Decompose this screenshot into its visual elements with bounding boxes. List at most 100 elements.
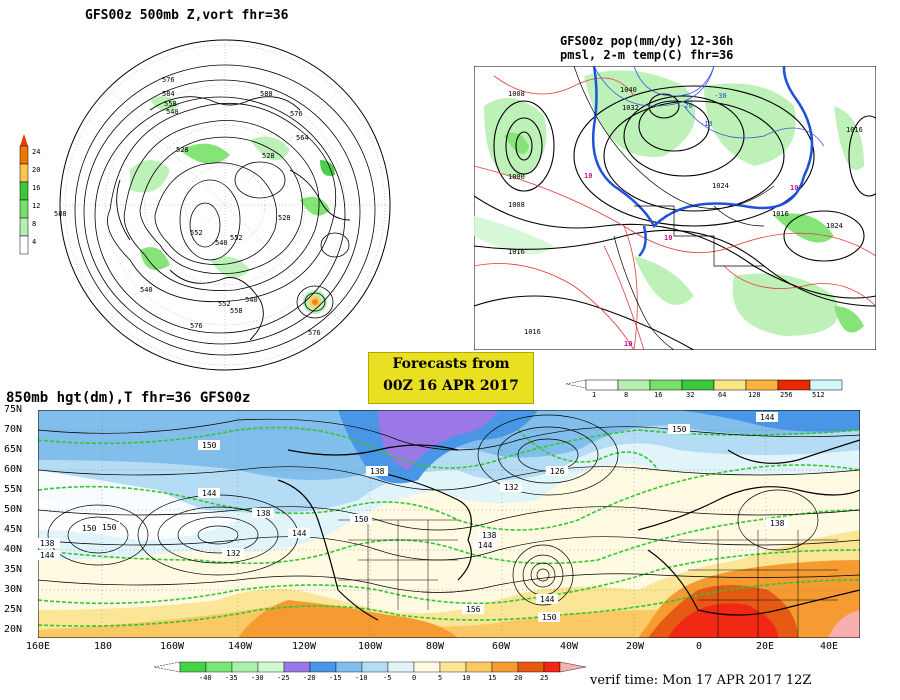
temp-label: 10: [584, 172, 592, 180]
temp-scale-label: 0: [412, 674, 417, 682]
polar-contour-label: 540: [215, 239, 228, 247]
polar-contour-label: 528: [176, 146, 189, 154]
temp-scale-label: -10: [355, 674, 368, 682]
polar-contour-label: 540: [140, 286, 153, 294]
precip-label: 16: [654, 391, 663, 399]
lon-label: 100W: [358, 641, 383, 652]
lat-label: 25N: [4, 604, 23, 615]
lon-label: 80W: [426, 641, 445, 652]
height-label-138-c: 138: [252, 508, 274, 518]
isobar-label: 1016: [508, 248, 525, 256]
temp-scale-label: 5: [438, 674, 443, 682]
lon-label: 20E: [756, 641, 775, 652]
height-label-144-c: 144: [756, 412, 778, 422]
svg-text:144: 144: [202, 489, 217, 498]
height-label-150-e: 150: [538, 612, 560, 622]
lat-label: 70N: [4, 424, 23, 435]
height-label-126: 126: [546, 466, 568, 476]
polar-contour-label: 576: [290, 110, 303, 118]
svg-text:144: 144: [760, 413, 775, 422]
height-label-138-d: 138: [478, 530, 500, 540]
precip-label: 32: [686, 391, 695, 399]
isobar-label: 1016: [524, 328, 541, 336]
temp-label: 10: [790, 184, 798, 192]
height-label-150-a: 150: [198, 440, 220, 450]
main-panel-title: 850mb hgt(dm),T fhr=36 GFS00z: [6, 390, 251, 406]
polar-contour-label: 576: [308, 329, 321, 337]
svg-text:150: 150: [542, 613, 557, 622]
height-label-132-a: 132: [222, 548, 244, 558]
svg-text:138: 138: [40, 539, 55, 548]
polar-contour-label: 576: [162, 76, 175, 84]
height-label-156-a: 156: [462, 604, 484, 614]
temperature-scale-bar: [153, 661, 587, 673]
svg-text:126: 126: [550, 467, 565, 476]
lat-label: 60N: [4, 464, 23, 475]
height-label-138-e: 138: [766, 518, 788, 528]
lon-label: 0: [696, 641, 703, 652]
precip-label: 64: [718, 391, 727, 399]
svg-text:138: 138: [770, 519, 785, 528]
temp-label: 10: [664, 234, 672, 242]
polar-contour-label: 558: [230, 307, 243, 315]
polar-contour-label: 576: [190, 322, 203, 330]
svg-text:156: 156: [466, 605, 481, 614]
isobar-label: 1016: [772, 210, 789, 218]
temperature-color-scale: -40 -35 -30 -25 -20 -15 -10 -5 0 5 10 15…: [150, 660, 590, 690]
height-label-144-f: 144: [288, 528, 310, 538]
polar-contour-label: 540: [245, 296, 258, 304]
vorticity-scale-bar: [19, 134, 29, 255]
height-label-132-b: 132: [500, 482, 522, 492]
polar-contour-label: 528: [278, 214, 291, 222]
lon-label: 60W: [492, 641, 511, 652]
lon-label: 40E: [820, 641, 839, 652]
polar-contour-label: 588: [260, 90, 273, 98]
svg-text:150: 150: [202, 441, 217, 450]
polar-contour-label: 558: [164, 100, 177, 108]
svg-text:150: 150: [82, 524, 97, 533]
temp-scale-label: 15: [488, 674, 497, 682]
vort-label-12: 12: [32, 202, 41, 210]
pmsl-map: 1008 1000 1008 1016 1032 1024 1016 1024 …: [474, 66, 876, 350]
lat-label: 45N: [4, 524, 23, 535]
svg-text:138: 138: [256, 509, 271, 518]
temp-scale-label: -40: [199, 674, 212, 682]
lon-label: 120W: [292, 641, 317, 652]
lat-label: 20N: [4, 624, 23, 635]
svg-text:144: 144: [292, 529, 307, 538]
polar-contour-label: 584: [162, 90, 175, 98]
pmsl-panel-title-line2: pmsl, 2-m temp(C) fhr=36: [560, 48, 734, 62]
lon-label: 140W: [228, 641, 253, 652]
temp-scale-label: -5: [383, 674, 392, 682]
temp-label: -10: [700, 120, 713, 128]
temp-850mb-map: 150 138 144 150 138 132 144 150 138 132 …: [38, 410, 860, 638]
svg-text:144: 144: [478, 541, 493, 550]
isobar-label: 1008: [508, 201, 525, 209]
temp-scale-label: -35: [225, 674, 238, 682]
precip-color-scale: 1 8 16 32 64 128 256 512: [562, 378, 852, 400]
lat-label: 75N: [4, 404, 23, 415]
vort-label-24: 24: [32, 148, 41, 156]
svg-text:150: 150: [354, 515, 369, 524]
temp-label: -20: [680, 102, 693, 110]
svg-text:150: 150: [102, 523, 117, 532]
height-label-150-c: 150: [350, 514, 372, 524]
temp-label: -30: [714, 92, 727, 100]
polar-contour-label: 540: [166, 108, 179, 116]
svg-text:132: 132: [504, 483, 519, 492]
height-label-138-a: 138: [366, 466, 388, 476]
forecast-init-time: 00Z 16 APR 2017: [383, 378, 519, 394]
precip-label: 1: [592, 391, 597, 399]
polar-contour-label: 552: [218, 300, 231, 308]
svg-text:144: 144: [40, 551, 55, 560]
temp-scale-label: -30: [251, 674, 264, 682]
isobar-label: 1016: [846, 126, 863, 134]
lat-label: 30N: [4, 584, 23, 595]
precip-label: 512: [812, 391, 825, 399]
lat-label: 40N: [4, 544, 23, 555]
height-label-144-d: 144: [474, 540, 496, 550]
lon-label: 160W: [160, 641, 185, 652]
temp-scale-label: 25: [540, 674, 549, 682]
temp-label: 10: [624, 340, 632, 348]
polar-contour-label: 552: [230, 234, 243, 242]
